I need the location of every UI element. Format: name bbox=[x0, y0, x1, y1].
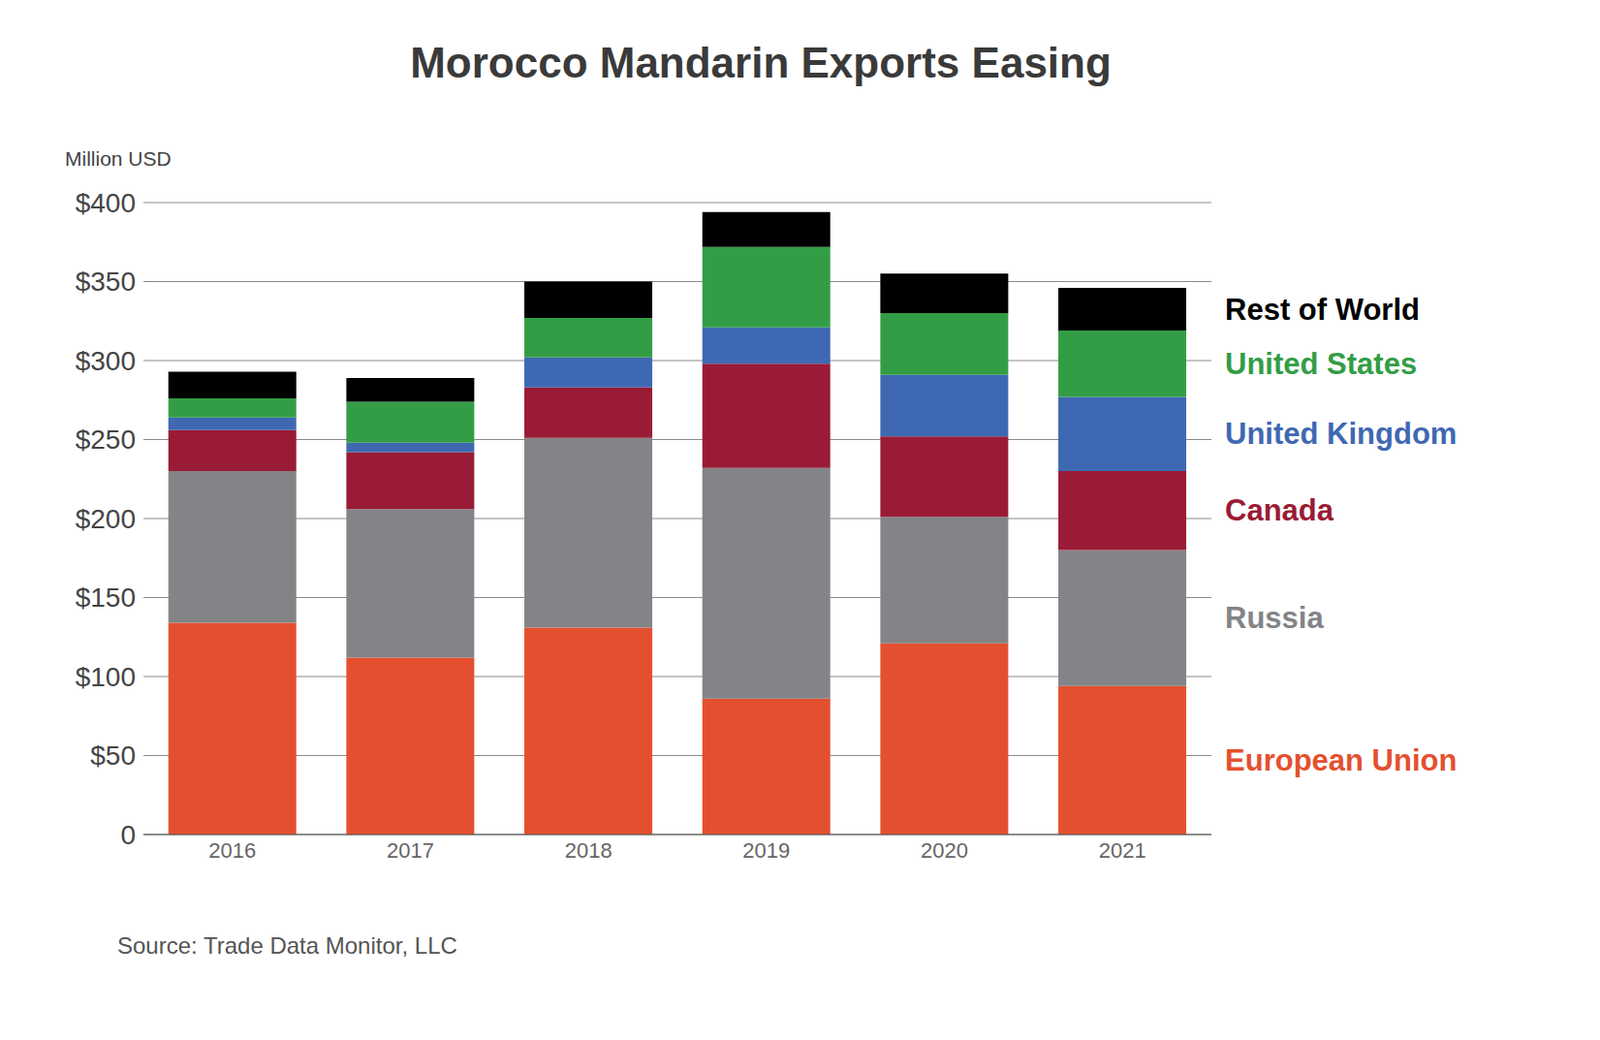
svg-text:Russia: Russia bbox=[1224, 600, 1324, 635]
svg-text:2018: 2018 bbox=[564, 838, 613, 863]
svg-text:2017: 2017 bbox=[386, 838, 435, 863]
svg-text:United Kingdom: United Kingdom bbox=[1224, 416, 1457, 451]
svg-text:$300: $300 bbox=[75, 345, 136, 377]
svg-text:$100: $100 bbox=[75, 661, 136, 692]
svg-text:2021: 2021 bbox=[1098, 838, 1147, 863]
html-text:Morocco Mandarin Exports Easin: Morocco Mandarin Exports Easing bbox=[410, 38, 1112, 87]
html-text:Million USD: Million USD bbox=[64, 147, 172, 170]
svg-text:2016: 2016 bbox=[208, 838, 256, 863]
svg-text:2020: 2020 bbox=[920, 838, 969, 863]
html-text:Source: Trade Data Monitor, LL: Source: Trade Data Monitor, LLC bbox=[117, 932, 458, 959]
svg-text:$250: $250 bbox=[75, 424, 136, 455]
svg-text:Canada: Canada bbox=[1224, 493, 1335, 528]
svg-text:United States: United States bbox=[1224, 346, 1417, 381]
svg-text:0: 0 bbox=[120, 819, 136, 850]
svg-text:European Union: European Union bbox=[1224, 743, 1457, 778]
svg-text:Rest of World: Rest of World bbox=[1224, 292, 1420, 327]
svg-text:$350: $350 bbox=[75, 266, 136, 297]
svg-text:2019: 2019 bbox=[742, 838, 790, 863]
svg-text:$200: $200 bbox=[75, 503, 136, 534]
svg-text:$150: $150 bbox=[75, 582, 136, 613]
svg-text:$50: $50 bbox=[90, 740, 136, 771]
svg-text:$400: $400 bbox=[75, 188, 136, 219]
